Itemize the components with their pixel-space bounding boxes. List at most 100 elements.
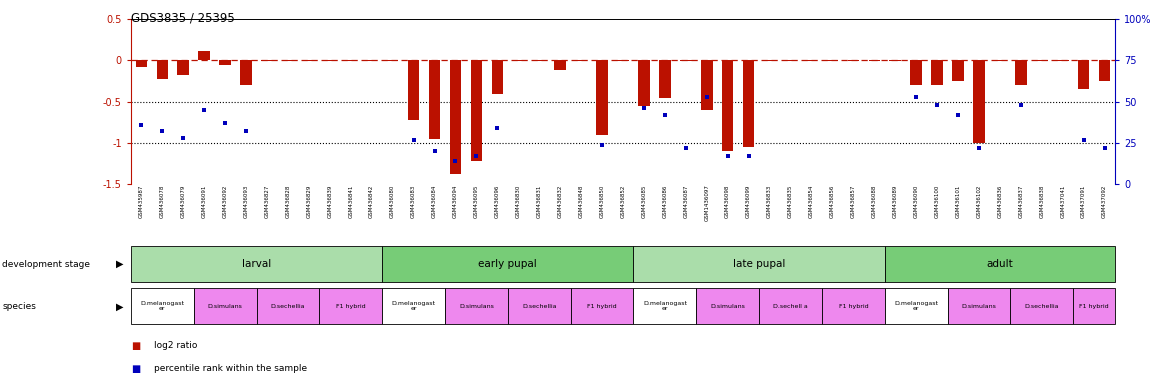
Bar	[449, 61, 461, 174]
Text: GSM436098: GSM436098	[725, 184, 731, 218]
Bar	[156, 61, 168, 79]
Text: GSM436829: GSM436829	[307, 184, 312, 218]
Bar	[193, 288, 257, 324]
Text: GSM436837: GSM436837	[1018, 184, 1024, 218]
Text: F1 hybrid: F1 hybrid	[336, 304, 366, 309]
Text: log2 ratio: log2 ratio	[154, 341, 197, 350]
Text: GSM436100: GSM436100	[935, 184, 939, 218]
Bar	[1016, 61, 1027, 85]
Text: GSM436850: GSM436850	[600, 184, 604, 218]
Text: GSM436087: GSM436087	[683, 184, 688, 218]
Text: GSM436833: GSM436833	[767, 184, 772, 218]
Text: species: species	[2, 302, 36, 311]
Bar	[822, 288, 885, 324]
Bar	[320, 288, 382, 324]
Text: GSM436830: GSM436830	[515, 184, 521, 218]
Text: GSM436089: GSM436089	[893, 184, 897, 218]
Text: GSM436091: GSM436091	[201, 184, 206, 218]
Bar	[555, 61, 566, 70]
Bar	[408, 61, 419, 120]
Text: GSM436848: GSM436848	[579, 184, 584, 218]
Bar	[760, 288, 822, 324]
Text: GSM436093: GSM436093	[243, 184, 249, 218]
Bar	[508, 288, 571, 324]
Bar	[445, 288, 508, 324]
Bar	[633, 246, 885, 282]
Text: development stage: development stage	[2, 260, 90, 269]
Text: D.melanogast
er: D.melanogast er	[894, 301, 938, 311]
Text: ▶: ▶	[116, 259, 123, 269]
Bar	[931, 61, 943, 85]
Text: GSM436828: GSM436828	[285, 184, 291, 218]
Text: GSM436839: GSM436839	[328, 184, 332, 218]
Text: GSM435987: GSM435987	[139, 184, 144, 218]
Bar	[198, 51, 210, 61]
Bar	[596, 61, 608, 135]
Text: D.melanogast
er: D.melanogast er	[140, 301, 184, 311]
Text: GDS3835 / 25395: GDS3835 / 25395	[131, 12, 235, 25]
Text: GSM436090: GSM436090	[914, 184, 918, 218]
Text: F1 hybrid: F1 hybrid	[587, 304, 617, 309]
Text: GSM436083: GSM436083	[411, 184, 416, 218]
Bar	[701, 61, 712, 110]
Bar	[910, 61, 922, 85]
Text: GSM436841: GSM436841	[349, 184, 353, 218]
Bar	[1099, 61, 1111, 81]
Text: D.melanogast
er: D.melanogast er	[643, 301, 687, 311]
Text: D.simulans: D.simulans	[961, 304, 997, 309]
Bar	[885, 246, 1115, 282]
Text: GSM436827: GSM436827	[264, 184, 270, 218]
Text: GSM436856: GSM436856	[830, 184, 835, 218]
Text: GSM437091: GSM437091	[1082, 184, 1086, 218]
Text: GSM436836: GSM436836	[997, 184, 1003, 218]
Text: GSM436086: GSM436086	[662, 184, 667, 218]
Bar	[131, 288, 193, 324]
Text: GSM437041: GSM437041	[1061, 184, 1065, 218]
Bar	[240, 61, 251, 85]
Bar	[1073, 288, 1115, 324]
Bar	[492, 61, 503, 94]
Text: D.sechell a: D.sechell a	[774, 304, 808, 309]
Text: early pupal: early pupal	[478, 259, 537, 269]
Bar	[219, 61, 230, 65]
Text: GSM1436097: GSM1436097	[704, 184, 709, 221]
Text: GSM436092: GSM436092	[222, 184, 228, 218]
Bar	[382, 246, 633, 282]
Text: D.sechellia: D.sechellia	[1025, 304, 1060, 309]
Text: late pupal: late pupal	[733, 259, 785, 269]
Text: adult: adult	[987, 259, 1013, 269]
Bar	[470, 61, 482, 161]
Bar	[973, 61, 984, 143]
Text: GSM436838: GSM436838	[1040, 184, 1045, 218]
Text: ■: ■	[131, 341, 140, 351]
Text: GSM436078: GSM436078	[160, 184, 164, 218]
Text: GSM436101: GSM436101	[955, 184, 961, 218]
Text: GSM436094: GSM436094	[453, 184, 457, 218]
Bar	[1011, 288, 1073, 324]
Bar	[721, 61, 733, 151]
Bar	[885, 288, 947, 324]
Text: D.sechellia: D.sechellia	[271, 304, 306, 309]
Bar	[257, 288, 320, 324]
Text: D.sechellia: D.sechellia	[522, 304, 557, 309]
Text: GSM436835: GSM436835	[789, 184, 793, 218]
Bar	[638, 61, 650, 106]
Bar	[135, 61, 147, 67]
Bar	[952, 61, 963, 81]
Text: GSM437092: GSM437092	[1102, 184, 1107, 218]
Bar	[131, 246, 382, 282]
Text: GSM436852: GSM436852	[621, 184, 625, 218]
Text: GSM436857: GSM436857	[851, 184, 856, 218]
Text: D.simulans: D.simulans	[207, 304, 242, 309]
Bar	[571, 288, 633, 324]
Text: GSM436099: GSM436099	[746, 184, 752, 218]
Text: D.simulans: D.simulans	[710, 304, 745, 309]
Text: F1 hybrid: F1 hybrid	[838, 304, 868, 309]
Bar	[428, 61, 440, 139]
Bar	[1078, 61, 1090, 89]
Text: GSM436832: GSM436832	[558, 184, 563, 218]
Bar	[743, 61, 754, 147]
Text: GSM436096: GSM436096	[494, 184, 500, 218]
Text: ▶: ▶	[116, 301, 123, 311]
Text: larval: larval	[242, 259, 271, 269]
